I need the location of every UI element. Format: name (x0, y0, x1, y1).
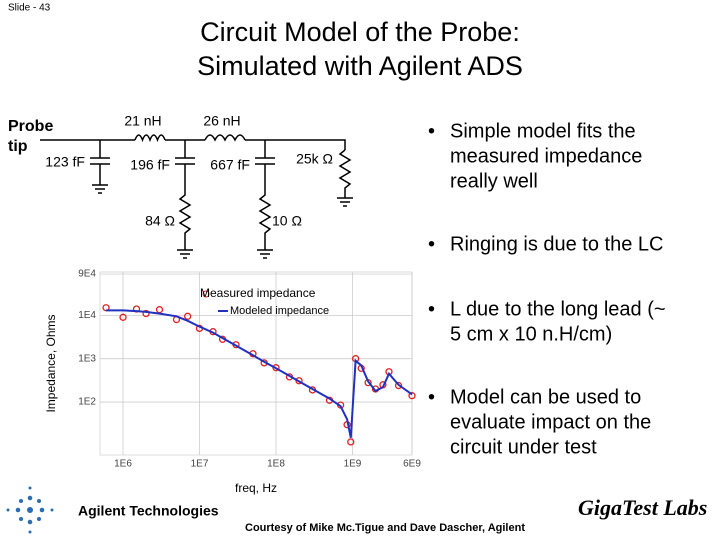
x-tick-label: 6E9 (403, 459, 421, 470)
capacitor-resistor (175, 140, 195, 259)
bullet-text: measured impedance (450, 145, 642, 167)
component-label: 10 Ω (272, 213, 302, 229)
bullet-text: circuit under test (450, 436, 597, 458)
credit: Courtesy of Mike Mc.Tigue and Dave Dasch… (245, 522, 525, 534)
company-name: Agilent Technologies (78, 503, 219, 519)
data-point (142, 309, 150, 318)
data-point (347, 438, 355, 446)
bullet-text: Simple model fits the (450, 120, 636, 142)
legend-label: Modeled impedance (230, 305, 329, 317)
data-point (408, 392, 416, 400)
data-point (184, 312, 192, 320)
component-label: 123 fF (45, 154, 85, 170)
bullet-text: really well (450, 170, 538, 192)
component-label: 25k Ω (296, 151, 333, 167)
probe-label: tip (8, 138, 28, 155)
x-tick-label: 1E7 (191, 459, 209, 470)
bullet-dot: • (428, 298, 435, 320)
component-label: 26 nH (203, 113, 240, 129)
y-tick-label: 1E4 (78, 310, 96, 321)
data-point (102, 304, 110, 312)
slide-number: Slide - 43 (8, 3, 51, 14)
x-axis-title: freq, Hz (235, 481, 277, 495)
inductor (204, 134, 246, 142)
data-point (394, 381, 403, 390)
bullet-text: Ringing is due to the LC (450, 233, 663, 255)
agilent-logo (6, 486, 54, 534)
model-line (106, 309, 413, 438)
wire (40, 139, 346, 150)
y-tick-label: 9E4 (78, 269, 96, 280)
chart: 1E6 1E7 1E8 1E9 6E9 9E4 1E4 1E3 1E2 freq, Hz Imped… (44, 269, 421, 496)
y-tick-label: 1E3 (78, 353, 96, 364)
bullet-text: evaluate impact on the (450, 411, 651, 433)
component-label: 21 nH (124, 113, 161, 129)
resistor (337, 149, 353, 207)
bullet-dot: • (428, 233, 435, 255)
legend-marker (202, 290, 210, 298)
inductor (134, 134, 166, 143)
data-point (119, 313, 127, 321)
x-tick-label: 1E8 (267, 459, 285, 470)
component-label: 667 fF (210, 157, 250, 173)
circuit: Probe tip 21 nH 26 nH 123 fF 196 fF 667 … (8, 113, 353, 259)
x-tick-label: 1E6 (114, 459, 132, 470)
y-axis-title: Impedance, Ohms (44, 314, 58, 412)
capacitor (90, 140, 110, 194)
y-tick-label: 1E2 (78, 397, 96, 408)
partner-logo: GigaTest Labs (578, 495, 707, 520)
probe-label: Probe (8, 118, 53, 135)
bullet-text: 5 cm x 10 n.H/cm) (450, 323, 612, 345)
title-line: Simulated with Agilent ADS (197, 51, 523, 81)
title-line: Circuit Model of the Probe: (200, 17, 520, 47)
x-tick-label: 1E9 (344, 459, 362, 470)
legend-label: Measured impedance (200, 286, 316, 300)
capacitor-resistor (255, 140, 275, 259)
bullet-list: • Simple model fits the measured impedance… (428, 120, 666, 458)
component-label: 196 fF (130, 157, 170, 173)
bullet-text: Model can be used to (450, 386, 641, 408)
bullet-text: L due to the long lead (~ (450, 298, 666, 320)
component-label: 84 Ω (145, 213, 175, 229)
bullet-dot: • (428, 386, 435, 408)
bullet-dot: • (428, 120, 435, 142)
